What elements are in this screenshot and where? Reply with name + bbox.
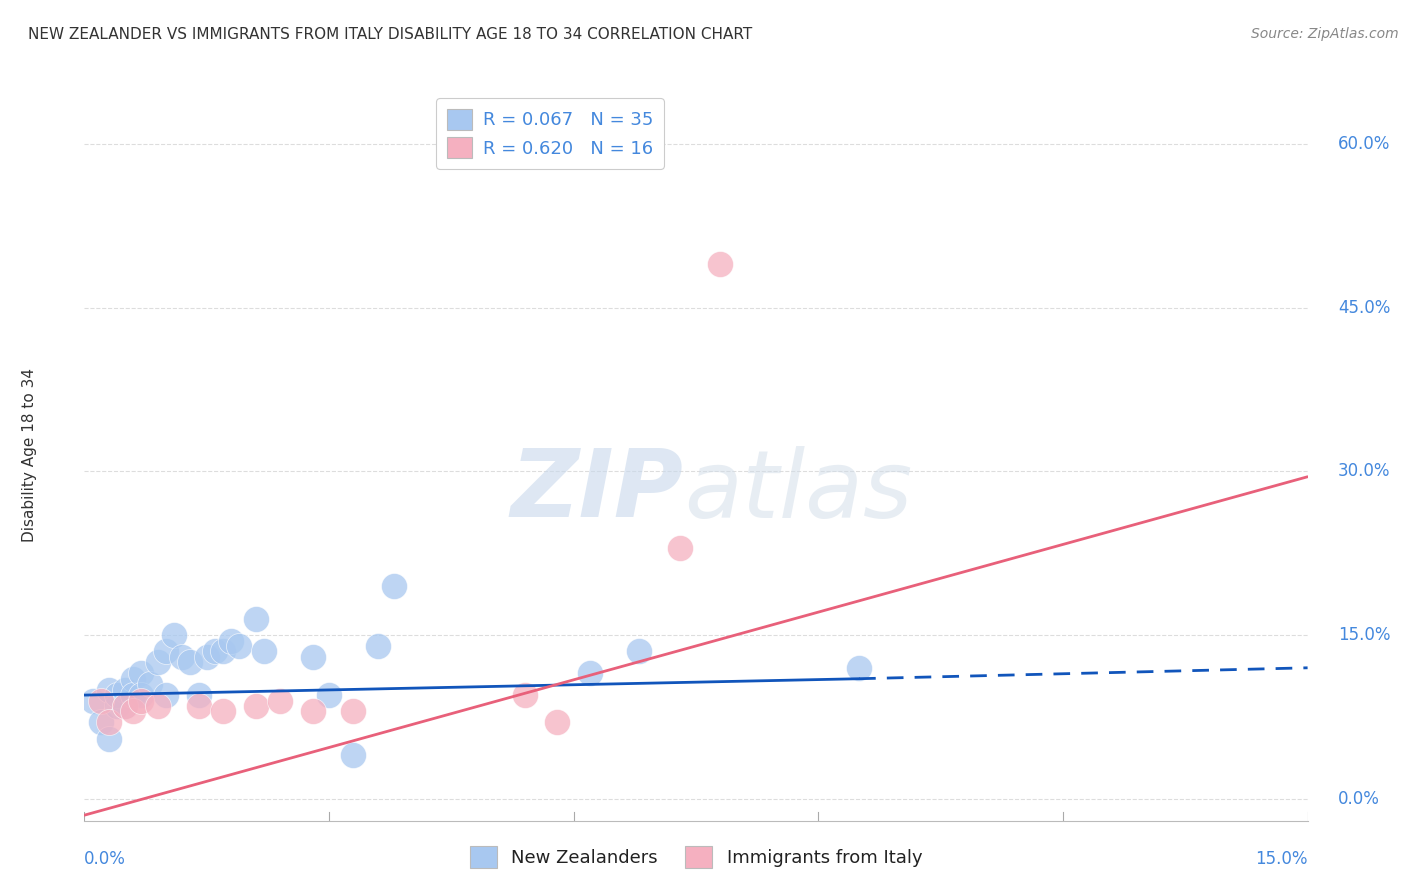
- Point: [627, 644, 650, 658]
- Text: Source: ZipAtlas.com: Source: ZipAtlas.com: [1251, 27, 1399, 41]
- Point: [172, 649, 194, 664]
- Point: [848, 661, 870, 675]
- Text: NEW ZEALANDER VS IMMIGRANTS FROM ITALY DISABILITY AGE 18 TO 34 CORRELATION CHART: NEW ZEALANDER VS IMMIGRANTS FROM ITALY D…: [28, 27, 752, 42]
- Point: [122, 688, 145, 702]
- Point: [114, 698, 136, 713]
- Point: [179, 656, 201, 670]
- Point: [301, 649, 323, 664]
- Point: [105, 688, 128, 702]
- Text: 0.0%: 0.0%: [1339, 789, 1381, 808]
- Point: [131, 688, 153, 702]
- Point: [212, 705, 235, 719]
- Point: [97, 715, 120, 730]
- Point: [204, 644, 226, 658]
- Point: [546, 715, 568, 730]
- Text: 15.0%: 15.0%: [1256, 850, 1308, 868]
- Point: [114, 698, 136, 713]
- Point: [187, 688, 209, 702]
- Text: 45.0%: 45.0%: [1339, 299, 1391, 317]
- Point: [382, 579, 405, 593]
- Point: [131, 666, 153, 681]
- Point: [122, 672, 145, 686]
- Point: [155, 644, 177, 658]
- Point: [342, 705, 364, 719]
- Point: [668, 541, 690, 555]
- Text: ZIP: ZIP: [510, 445, 683, 538]
- Point: [269, 693, 291, 707]
- Point: [146, 656, 169, 670]
- Point: [513, 688, 536, 702]
- Point: [122, 705, 145, 719]
- Point: [155, 688, 177, 702]
- Point: [253, 644, 276, 658]
- Point: [114, 682, 136, 697]
- Point: [212, 644, 235, 658]
- Point: [138, 677, 160, 691]
- Point: [367, 639, 389, 653]
- Point: [245, 612, 267, 626]
- Text: Disability Age 18 to 34: Disability Age 18 to 34: [22, 368, 37, 542]
- Text: atlas: atlas: [683, 446, 912, 537]
- Point: [301, 705, 323, 719]
- Point: [245, 698, 267, 713]
- Point: [318, 688, 340, 702]
- Point: [97, 682, 120, 697]
- Point: [195, 649, 218, 664]
- Point: [90, 715, 112, 730]
- Text: 30.0%: 30.0%: [1339, 462, 1391, 480]
- Point: [163, 628, 186, 642]
- Point: [228, 639, 250, 653]
- Point: [709, 257, 731, 271]
- Point: [82, 693, 104, 707]
- Point: [342, 748, 364, 763]
- Point: [187, 698, 209, 713]
- Point: [219, 633, 242, 648]
- Point: [146, 698, 169, 713]
- Point: [90, 693, 112, 707]
- Point: [579, 666, 602, 681]
- Legend: New Zealanders, Immigrants from Italy: New Zealanders, Immigrants from Italy: [461, 838, 931, 878]
- Point: [97, 731, 120, 746]
- Point: [131, 693, 153, 707]
- Point: [105, 698, 128, 713]
- Text: 60.0%: 60.0%: [1339, 135, 1391, 153]
- Text: 15.0%: 15.0%: [1339, 626, 1391, 644]
- Text: 0.0%: 0.0%: [84, 850, 127, 868]
